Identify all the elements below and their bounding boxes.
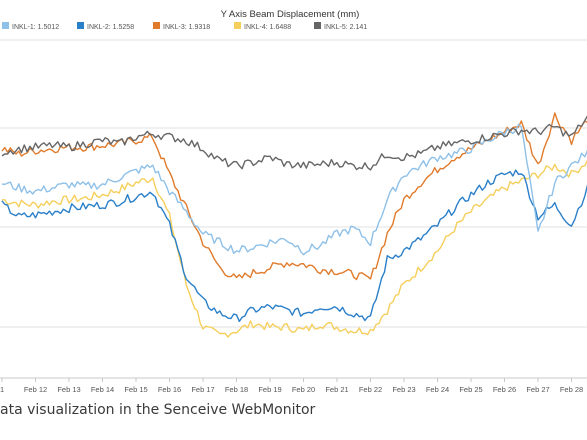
legend-item[interactable]: INKL-2: 1.5258 bbox=[77, 22, 134, 31]
x-tick-label: Feb 12 bbox=[24, 385, 47, 394]
legend-label: INKL-2: 1.5258 bbox=[87, 24, 134, 31]
legend-item[interactable]: INKL-4: 1.6488 bbox=[234, 22, 291, 31]
series-line bbox=[1, 115, 587, 171]
x-tick-label: Feb 26 bbox=[493, 385, 516, 394]
x-tick-label: Feb 17 bbox=[191, 385, 214, 394]
legend-item[interactable]: INKL-3: 1.9318 bbox=[153, 22, 210, 31]
legend-label: INKL-5: 2.141 bbox=[324, 24, 367, 31]
chart-legend[interactable]: INKL-1: 1.5012 INKL-2: 1.5258 INKL-3: 1.93… bbox=[2, 22, 367, 31]
x-tick-label: Feb 24 bbox=[426, 385, 449, 394]
x-tick-label: 1 bbox=[0, 385, 4, 394]
legend-label: INKL-3: 1.9318 bbox=[163, 24, 210, 31]
x-tick-label: Feb 28 bbox=[560, 385, 583, 394]
x-tick-label: Feb 21 bbox=[325, 385, 348, 394]
legend-item[interactable]: INKL-5: 2.141 bbox=[314, 22, 367, 31]
legend-swatch bbox=[314, 22, 321, 29]
x-tick-label: Feb 25 bbox=[459, 385, 482, 394]
legend-label: INKL-4: 1.6488 bbox=[244, 24, 291, 31]
chart-series bbox=[1, 112, 587, 338]
legend-swatch bbox=[77, 22, 84, 29]
chart-title: Y Axis Beam Displacement (mm) bbox=[221, 9, 360, 20]
figure-caption: ata visualization in the Senceive WebMon… bbox=[0, 402, 316, 418]
x-tick-label: Feb 19 bbox=[258, 385, 281, 394]
x-tick-label: Feb 27 bbox=[526, 385, 549, 394]
beam-displacement-chart: Y Axis Beam Displacement (mm) INKL-1: 1.… bbox=[0, 9, 587, 394]
x-tick-label: Feb 13 bbox=[57, 385, 80, 394]
x-axis-ticks: 1 Feb 12 Feb 13 Feb 14 Feb 15 Feb 16 Feb 17 Feb… bbox=[0, 378, 583, 394]
x-tick-label: Feb 18 bbox=[225, 385, 248, 394]
legend-swatch bbox=[2, 22, 9, 29]
chart-gridlines bbox=[0, 39, 587, 328]
x-tick-label: Feb 23 bbox=[392, 385, 415, 394]
x-tick-label: Feb 22 bbox=[359, 385, 382, 394]
x-tick-label: Feb 15 bbox=[124, 385, 147, 394]
legend-swatch bbox=[153, 22, 160, 29]
legend-swatch bbox=[234, 22, 241, 29]
x-tick-label: Feb 20 bbox=[292, 385, 315, 394]
legend-item[interactable]: INKL-1: 1.5012 bbox=[2, 22, 59, 31]
series-line bbox=[1, 123, 587, 256]
series-line bbox=[2, 159, 587, 338]
series-line bbox=[1, 112, 587, 281]
series-line bbox=[1, 169, 587, 323]
x-tick-label: Feb 16 bbox=[158, 385, 181, 394]
x-tick-label: Feb 14 bbox=[91, 385, 114, 394]
legend-label: INKL-1: 1.5012 bbox=[12, 24, 59, 31]
